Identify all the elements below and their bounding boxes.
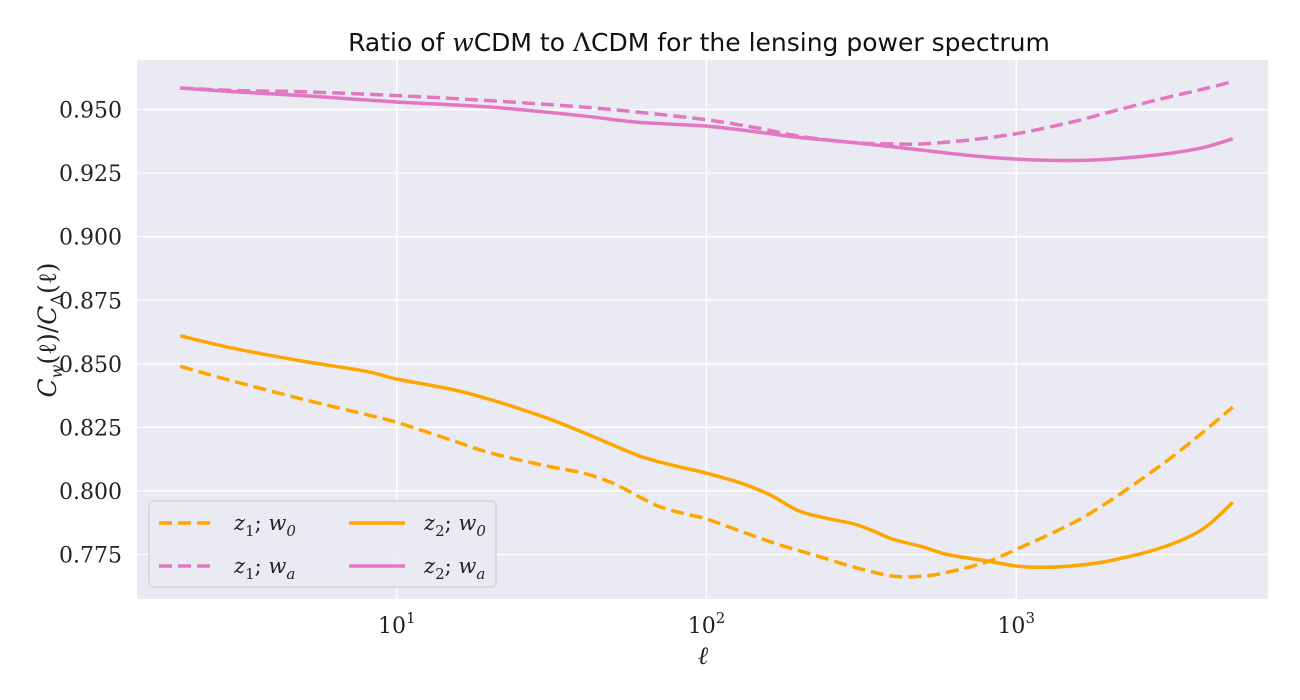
y-axis-label: Cw(ℓ)/CΛ(ℓ) [33,263,66,398]
chart-title-prefix: Ratio of [348,28,452,57]
legend-label-name_psub: a [476,565,485,583]
legend-label-separator: ; [445,511,459,535]
x-tick-base: 10 [688,614,716,639]
y-tick-label: 0.800 [59,480,122,505]
legend-label-name_psub: 0 [286,522,296,540]
legend-label: z2; w0 [423,511,486,540]
chart-title-lambda: Λ [572,28,592,57]
series-line [179,364,1234,579]
x-tick-exponent: 3 [1025,609,1035,627]
x-tick-base: 10 [378,614,406,639]
legend-label-name_zsub: 2 [435,522,445,540]
x-tick-exponent: 2 [716,609,726,627]
y-axis-label-C: C [33,378,62,397]
series-layer [179,79,1234,579]
y-tick-label: 0.825 [59,416,122,441]
x-tick-label: 102 [688,609,726,639]
y-tick-label: 0.925 [59,162,122,187]
legend-label-name_zsub: 2 [435,565,445,583]
y-tick-label: 0.950 [59,99,122,124]
legend-label-separator: ; [445,554,459,578]
y-axis-label-end: (ℓ) [33,263,62,294]
series-line [180,79,1234,146]
legend-label-name_z: z [423,511,436,535]
legend-label-separator: ; [255,511,269,535]
legend-label-name_psub: 0 [476,522,486,540]
legend-label-name_p: w [458,554,476,578]
x-tick-label: 101 [378,609,416,639]
y-tick-label: 0.775 [59,544,122,569]
x-tick-exponent: 1 [406,609,416,627]
y-axis-label-w: w [47,364,66,378]
legend-label-name_zsub: 1 [245,565,255,583]
x-tick-labels: 101 102 103 [378,609,1035,639]
legend-label-name_p: w [268,554,286,578]
legend-label-name_z: z [233,554,246,578]
y-axis-label-C2: C [33,306,62,325]
y-axis-label-lambda: Λ [47,294,66,307]
grid-lines [137,60,1268,599]
y-tick-label: 0.875 [59,289,122,314]
x-tick-base: 10 [997,614,1025,639]
legend-label-name_zsub: 1 [245,522,255,540]
legend-label: z2; wa [423,554,485,583]
series-line [179,334,1234,569]
legend-label-name_psub: a [286,565,295,583]
legend-label-name_z: z [233,511,246,535]
legend-label-name_p: w [458,511,476,535]
legend-label: z1; wa [233,554,295,583]
legend-box [148,500,497,588]
series-line [180,86,1234,163]
x-tick-label: 103 [997,609,1035,639]
chart-title-cdm: CDM to [474,28,573,57]
legend-label-name_p: w [268,511,286,535]
legend-label: z1; w0 [233,511,296,540]
legend-label-separator: ; [255,554,269,578]
y-tick-labels: 0.775 0.800 0.825 0.850 0.875 0.900 0.925 0.950 [59,99,122,569]
chart-title-suffix: CDM for the lensing power spectrum [591,28,1050,57]
x-axis-label: ℓ [698,641,709,670]
y-tick-label: 0.900 [59,226,122,251]
y-axis-label-mid: (ℓ)/ [33,324,62,364]
chart-title-w: w [452,28,473,57]
legend-label-name_z: z [423,554,436,578]
chart-title: Ratio of wCDM to ΛCDM for the lensing po… [348,28,1050,57]
y-tick-label: 0.850 [59,353,122,378]
